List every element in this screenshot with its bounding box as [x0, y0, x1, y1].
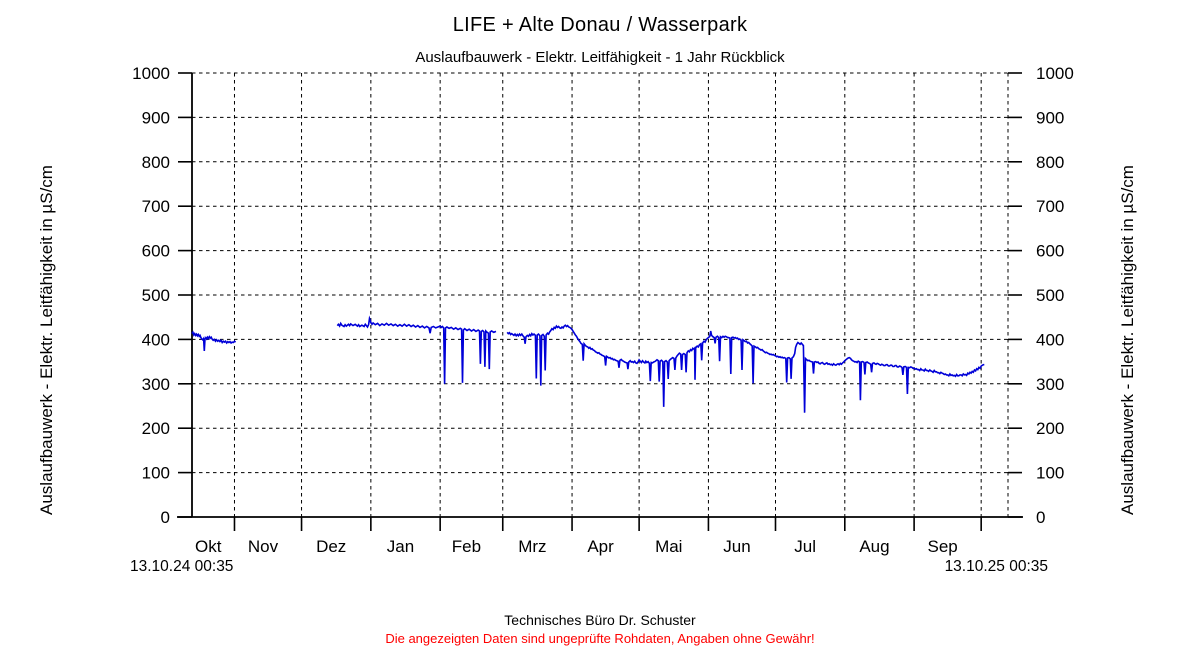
y-tick-labels-right: 0 100 200 300 400 500 600 700 800 900 1000 [1036, 64, 1074, 527]
svg-text:600: 600 [142, 242, 170, 261]
conductivity-line-segment [506, 324, 985, 413]
x-month-labels: Okt Nov Dez Jan Feb Mrz Apr Mai Jun Jul Aug Sep [195, 537, 958, 556]
svg-text:300: 300 [1036, 375, 1064, 394]
svg-text:800: 800 [1036, 153, 1064, 172]
svg-text:200: 200 [142, 419, 170, 438]
svg-text:0: 0 [161, 508, 170, 527]
svg-text:700: 700 [1036, 197, 1064, 216]
svg-text:Jul: Jul [794, 537, 816, 556]
svg-text:Okt: Okt [195, 537, 222, 556]
svg-text:800: 800 [142, 153, 170, 172]
y-axis-title-left: Auslaufbauwerk - Elektr. Leitfähigkeit i… [37, 165, 56, 515]
svg-text:500: 500 [1036, 286, 1064, 305]
footer-company: Technisches Büro Dr. Schuster [504, 612, 696, 628]
y-tick-labels-left: 0 100 200 300 400 500 600 700 800 900 1000 [132, 64, 170, 527]
svg-text:600: 600 [1036, 242, 1064, 261]
svg-text:100: 100 [142, 464, 170, 483]
svg-text:100: 100 [1036, 464, 1064, 483]
svg-text:900: 900 [142, 108, 170, 127]
svg-text:1000: 1000 [1036, 64, 1074, 83]
conductivity-line-segment [336, 315, 497, 384]
conductivity-line-segment [191, 330, 237, 351]
svg-text:200: 200 [1036, 419, 1064, 438]
end-date-label: 13.10.25 00:35 [945, 558, 1048, 575]
start-date-label: 13.10.24 00:35 [130, 558, 233, 575]
y-axis-title-right: Auslaufbauwerk - Elektr. Leitfähigkeit i… [1118, 165, 1137, 515]
svg-text:Nov: Nov [248, 537, 279, 556]
x-date-labels: 13.10.24 00:35 13.10.25 00:35 [130, 558, 1048, 575]
svg-text:Aug: Aug [859, 537, 889, 556]
axes [177, 73, 1023, 518]
svg-text:400: 400 [142, 330, 170, 349]
footer-disclaimer: Die angezeigten Daten sind ungeprüfte Ro… [385, 631, 815, 646]
svg-text:Sep: Sep [928, 537, 958, 556]
svg-text:0: 0 [1036, 508, 1045, 527]
chart-title: LIFE + Alte Donau / Wasserpark [452, 14, 748, 36]
grid-lines [192, 72, 1009, 517]
chart-subtitle: Auslaufbauwerk - Elektr. Leitfähigkeit -… [415, 49, 785, 66]
svg-text:Feb: Feb [452, 537, 481, 556]
svg-text:Jun: Jun [723, 537, 750, 556]
svg-text:Jan: Jan [387, 537, 414, 556]
svg-text:900: 900 [1036, 108, 1064, 127]
tick-marks [178, 72, 1022, 531]
svg-text:500: 500 [142, 286, 170, 305]
svg-text:400: 400 [1036, 330, 1064, 349]
y-axis-titles: Auslaufbauwerk - Elektr. Leitfähigkeit i… [37, 165, 1137, 515]
svg-text:300: 300 [142, 375, 170, 394]
data-series [191, 315, 985, 413]
svg-text:Mrz: Mrz [518, 537, 546, 556]
svg-text:Mai: Mai [655, 537, 682, 556]
svg-text:Apr: Apr [587, 537, 614, 556]
svg-text:700: 700 [142, 197, 170, 216]
svg-text:Dez: Dez [316, 537, 346, 556]
svg-text:1000: 1000 [132, 64, 170, 83]
